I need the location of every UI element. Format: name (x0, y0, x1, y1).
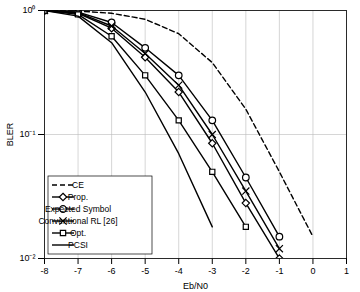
svg-text:10⁰: 10⁰ (22, 5, 35, 15)
svg-text:Expected Symbol: Expected Symbol (45, 204, 111, 214)
svg-text:Conventional RL [26]: Conventional RL [26] (38, 216, 117, 226)
svg-text:-6: -6 (108, 266, 116, 276)
svg-text:-1: -1 (275, 266, 283, 276)
svg-text:CE: CE (72, 180, 84, 190)
svg-text:PCSI: PCSI (68, 240, 88, 250)
svg-text:-3: -3 (208, 266, 216, 276)
svg-text:-7: -7 (74, 266, 82, 276)
svg-text:1: 1 (344, 266, 349, 276)
svg-text:10⁻¹: 10⁻¹ (19, 129, 35, 139)
svg-text:-8: -8 (40, 266, 48, 276)
svg-text:-2: -2 (242, 266, 250, 276)
svg-text:BLER: BLER (5, 122, 15, 146)
svg-text:10⁻²: 10⁻² (19, 253, 35, 263)
svg-text:Opt.: Opt. (70, 228, 86, 238)
svg-text:Eb/N0: Eb/N0 (183, 281, 208, 291)
svg-text:-5: -5 (141, 266, 149, 276)
svg-text:-4: -4 (175, 266, 183, 276)
svg-text:Prop.: Prop. (68, 192, 88, 202)
svg-text:0: 0 (310, 266, 315, 276)
